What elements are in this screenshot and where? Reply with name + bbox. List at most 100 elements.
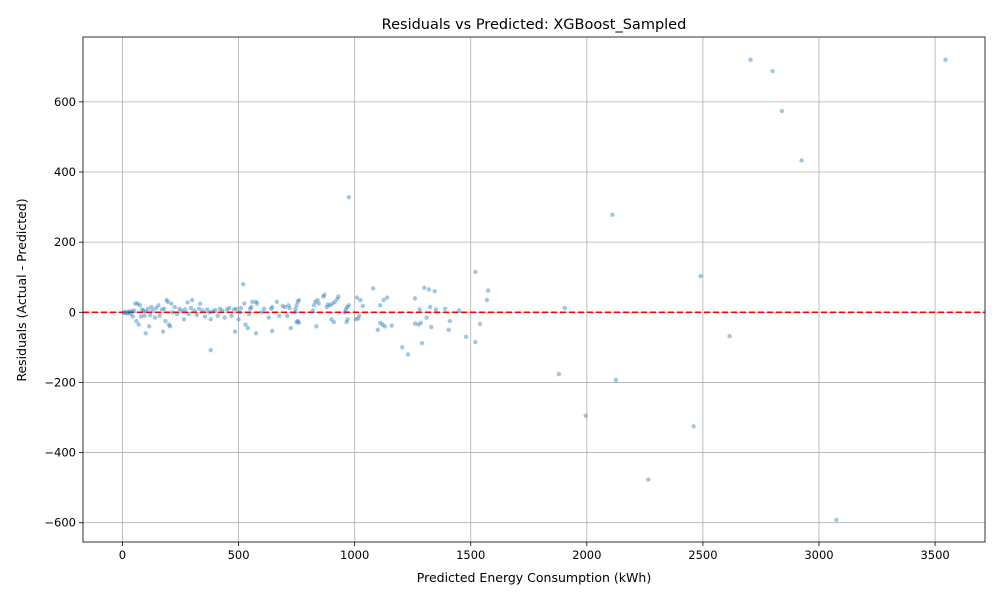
- data-point: [270, 304, 275, 310]
- data-point: [254, 301, 260, 306]
- data-point: [268, 306, 274, 311]
- data-point: [311, 303, 317, 308]
- y-tick-label: 200: [54, 235, 76, 249]
- data-point: [217, 306, 223, 311]
- data-point: [422, 285, 427, 290]
- x-axis-label: Predicted Energy Consumption (kWh): [417, 570, 651, 585]
- data-point: [412, 321, 418, 326]
- axis-ticks: 0 500 1000 1500 2000 2500 3000 3500−600−400−200…: [44, 95, 949, 562]
- x-tick-label: 1000: [340, 548, 369, 562]
- data-point: [127, 309, 132, 314]
- data-point: [477, 321, 483, 327]
- data-point: [123, 309, 129, 315]
- data-point: [143, 309, 148, 314]
- y-tick-label: 0: [69, 305, 76, 319]
- data-point: [207, 310, 212, 315]
- data-point: [179, 308, 184, 313]
- data-point: [202, 314, 208, 319]
- data-point: [375, 327, 381, 333]
- data-point: [433, 307, 439, 312]
- data-point: [442, 306, 448, 311]
- data-point: [192, 308, 197, 313]
- data-point: [330, 301, 335, 306]
- data-point: [698, 273, 703, 279]
- data-point: [169, 301, 174, 306]
- data-point: [250, 299, 255, 304]
- data-point: [157, 313, 162, 319]
- data-point: [355, 316, 361, 321]
- data-point: [419, 340, 425, 346]
- data-point: [346, 303, 352, 308]
- data-point: [237, 310, 242, 315]
- data-point: [371, 286, 376, 291]
- data-point: [138, 314, 144, 319]
- data-point: [150, 308, 155, 313]
- y-tick-label: −400: [44, 446, 76, 460]
- data-point: [232, 329, 238, 334]
- data-point: [427, 304, 433, 310]
- data-point: [121, 310, 126, 315]
- data-point: [229, 313, 234, 319]
- data-point: [286, 303, 291, 308]
- data-point: [384, 295, 390, 300]
- data-point: [213, 307, 218, 313]
- data-point: [128, 311, 133, 317]
- data-point: [382, 324, 388, 329]
- data-point: [770, 68, 775, 74]
- data-point: [400, 345, 405, 350]
- data-point: [166, 322, 172, 327]
- data-point: [167, 324, 173, 329]
- data-point: [194, 312, 199, 318]
- data-point: [160, 329, 166, 334]
- data-point: [463, 334, 469, 340]
- data-point: [727, 333, 732, 339]
- data-point: [198, 301, 203, 306]
- data-point: [293, 310, 298, 315]
- data-point: [238, 305, 244, 311]
- data-point: [416, 322, 421, 327]
- data-point: [321, 294, 326, 299]
- data-point: [583, 413, 588, 418]
- data-point: [134, 318, 139, 324]
- data-point: [646, 477, 651, 482]
- data-point: [293, 306, 298, 311]
- data-point: [135, 301, 140, 306]
- data-point: [220, 308, 225, 313]
- chart-title: Residuals vs Predicted: XGBoost_Sampled: [382, 17, 687, 33]
- data-point: [245, 325, 251, 331]
- data-point: [473, 269, 478, 275]
- data-point: [149, 304, 154, 310]
- x-tick-label: 500: [228, 548, 250, 562]
- data-point: [153, 305, 159, 311]
- data-point: [353, 317, 359, 322]
- data-point: [243, 322, 248, 327]
- x-tick-label: 1500: [456, 548, 485, 562]
- data-point: [177, 306, 182, 311]
- data-point: [270, 328, 275, 334]
- y-tick-label: −600: [44, 516, 76, 530]
- data-point: [200, 308, 205, 313]
- data-point: [943, 57, 948, 62]
- data-point: [412, 296, 418, 301]
- data-point: [336, 294, 341, 299]
- data-point: [562, 305, 567, 311]
- data-point: [405, 352, 411, 357]
- data-point: [145, 306, 151, 311]
- data-point: [162, 306, 167, 311]
- data-point: [276, 313, 282, 319]
- x-tick-label: 3000: [804, 548, 833, 562]
- data-point: [266, 315, 271, 320]
- data-point: [186, 311, 191, 317]
- data-point: [285, 313, 290, 319]
- data-point: [314, 324, 319, 329]
- data-point: [189, 297, 195, 303]
- data-point: [182, 307, 188, 312]
- data-point: [346, 195, 352, 200]
- data-point: [294, 303, 299, 308]
- data-point: [329, 317, 334, 322]
- data-point: [282, 304, 288, 310]
- data-point: [129, 309, 134, 314]
- data-point: [163, 318, 168, 324]
- data-point: [354, 295, 360, 300]
